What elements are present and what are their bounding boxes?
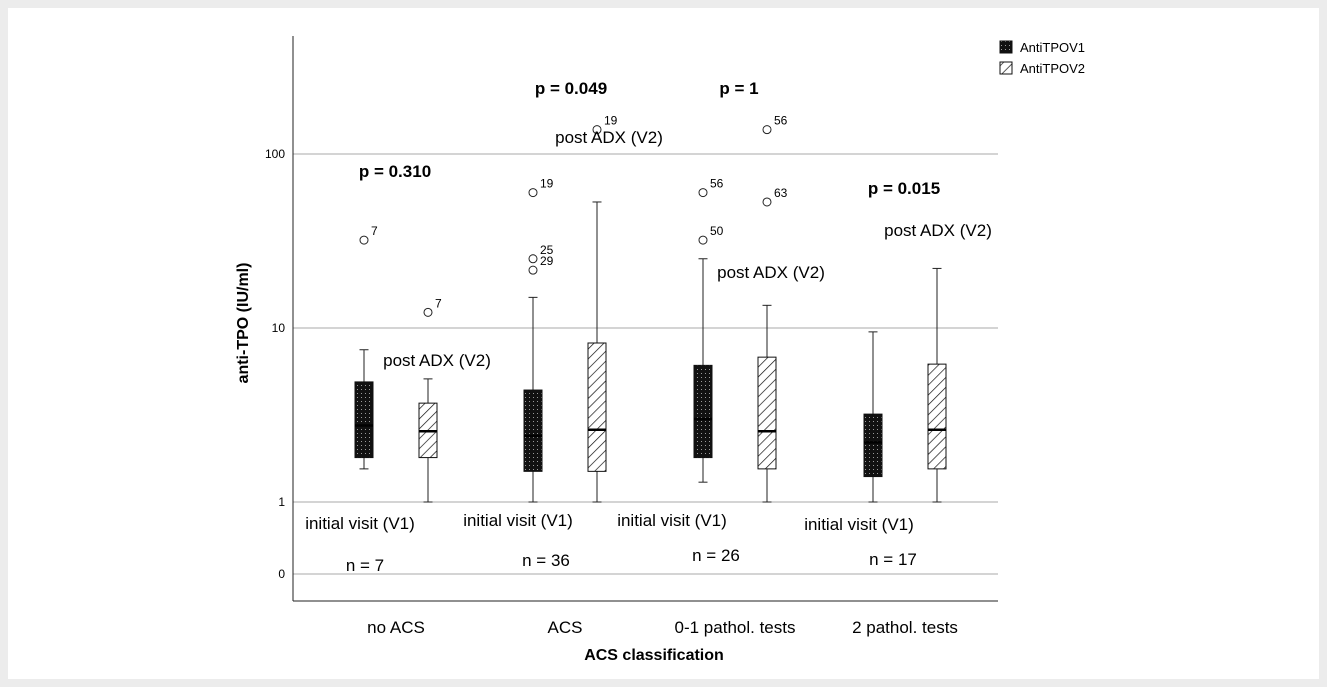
outlier-label: 50: [710, 224, 724, 238]
initial-visit-label: initial visit (V1): [804, 515, 914, 534]
category-labels: no ACS ACS 0-1 pathol. tests 2 pathol. test…: [367, 618, 958, 637]
legend-swatch-antitpov1: [999, 40, 1013, 54]
legend-swatch-antitpov2: [999, 61, 1013, 75]
sample-size-label: n = 26: [692, 546, 740, 565]
outlier-point: [698, 188, 708, 198]
box-iqr: [757, 356, 777, 470]
category-label: 0-1 pathol. tests: [675, 618, 796, 637]
box-iqr: [693, 364, 713, 459]
outlier-label: 56: [710, 177, 724, 191]
initial-visit-label: initial visit (V1): [463, 511, 573, 530]
outlier-point: [762, 197, 772, 207]
legend: AntiTPOV1 AntiTPOV2: [999, 40, 1085, 76]
outlier-label: 56: [774, 114, 788, 128]
outlier-point: [698, 235, 708, 245]
y-axis-title: anti-TPO (IU/ml): [235, 263, 252, 384]
y-tick-label: 10: [272, 321, 286, 335]
sample-size-label: n = 7: [346, 556, 384, 575]
box-1: 7: [418, 296, 442, 503]
outlier-label: 29: [540, 254, 554, 268]
outlier-point: [359, 235, 369, 245]
category-label: 2 pathol. tests: [852, 618, 958, 637]
y-tick-label: 1: [278, 495, 285, 509]
sample-size-label: n = 17: [869, 550, 917, 569]
gridlines: [293, 153, 998, 575]
box-3: 19: [587, 114, 618, 503]
y-tick-label: 100: [265, 147, 285, 161]
sample-size-label: n = 36: [522, 551, 570, 570]
box-iqr: [587, 342, 607, 472]
outlier-label: 19: [604, 114, 618, 128]
outlier-label: 7: [435, 296, 442, 310]
annotations: p = 0.310 p = 0.049 p = 1 p = 0.015 post ADX…: [305, 79, 992, 575]
box-0: 7: [354, 224, 378, 470]
legend-label-antitpov2: AntiTPOV2: [1020, 61, 1085, 76]
box-7: [927, 267, 947, 503]
p-value-label: p = 0.310: [359, 162, 431, 181]
axes: [292, 36, 998, 602]
outlier-label: 25: [540, 243, 554, 257]
outlier-point: [528, 265, 538, 275]
post-adx-label: post ADX (V2): [555, 128, 663, 147]
legend-label-antitpov1: AntiTPOV1: [1020, 40, 1085, 55]
p-value-label: p = 1: [719, 79, 758, 98]
post-adx-label: post ADX (V2): [884, 221, 992, 240]
outlier-point: [528, 254, 538, 264]
outlier-point: [423, 307, 433, 317]
outlier-point: [762, 125, 772, 135]
outlier-label: 19: [540, 177, 554, 191]
p-value-label: p = 0.015: [868, 179, 940, 198]
outlier-point: [592, 125, 602, 135]
category-label: no ACS: [367, 618, 425, 637]
box-iqr: [927, 363, 947, 470]
y-tick-labels: 0 1 10 100: [265, 147, 285, 581]
box-iqr: [863, 413, 883, 478]
post-adx-label: post ADX (V2): [383, 351, 491, 370]
outlier-label: 63: [774, 186, 788, 200]
figure-panel: 0 1 10 100 7 7 29 25 19 19 50 56 63 56 no ACS ACS 0-1 …: [8, 8, 1319, 679]
box-5: 63 56: [757, 114, 788, 503]
box-6: [863, 331, 883, 503]
p-value-label: p = 0.049: [535, 79, 607, 98]
y-tick-label: 0: [278, 567, 285, 581]
outlier-point: [528, 188, 538, 198]
initial-visit-label: initial visit (V1): [617, 511, 727, 530]
box-iqr: [523, 389, 543, 472]
box-iqr: [354, 381, 374, 459]
box-4: 50 56: [693, 177, 724, 483]
x-axis-title: ACS classification: [584, 647, 724, 664]
initial-visit-label: initial visit (V1): [305, 514, 415, 533]
post-adx-label: post ADX (V2): [717, 263, 825, 282]
outlier-label: 7: [371, 224, 378, 238]
category-label: ACS: [548, 618, 583, 637]
